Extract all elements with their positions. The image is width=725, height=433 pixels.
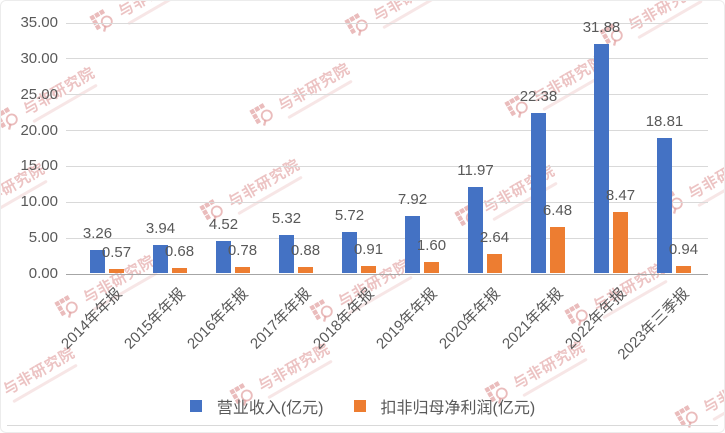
- y-axis-tick-label: 5.00: [28, 229, 58, 247]
- x-axis-label-text: 2017年年报: [246, 285, 315, 353]
- x-axis-label-text: 2015年年报: [120, 285, 189, 353]
- watermark-subtext-line: [521, 357, 588, 397]
- watermark-subtext-line: [266, 359, 333, 399]
- x-axis-label-text: 2020年年报: [435, 285, 504, 353]
- bar-value-label: 18.81: [645, 113, 684, 130]
- gridline: [66, 58, 708, 60]
- gridline: [66, 94, 708, 96]
- legend-label: 营业收入(亿元): [216, 400, 324, 417]
- bar-net-profit: [676, 266, 691, 273]
- plot-area: 3.26 0.57 3.94 0.68 4.52 0.78 5.32 0.88 5.72 0.91…: [66, 19, 708, 275]
- bar-value-label: 0.78: [227, 242, 258, 259]
- bar-revenue: [216, 241, 231, 273]
- bar-revenue: [153, 245, 168, 273]
- bar-value-label: 8.47: [605, 187, 636, 204]
- bottom-divider: [7, 425, 718, 426]
- bar-net-profit: [424, 262, 439, 273]
- gridline: [66, 22, 708, 24]
- bar-net-profit: [361, 266, 376, 273]
- gridline: [66, 165, 708, 167]
- bar-value-label: 31.88: [582, 19, 621, 36]
- legend-label: 扣非归母净利润(亿元): [380, 400, 536, 417]
- x-axis-label-text: 2018年年报: [309, 285, 378, 353]
- y-axis-tick-label: 0.00: [28, 265, 58, 282]
- bar-value-label: 2.64: [479, 229, 510, 246]
- legend-item-net-profit: 扣非归母净利润(亿元): [353, 394, 536, 418]
- bar-value-label: 0.91: [353, 241, 384, 258]
- bar-revenue: [342, 232, 357, 273]
- bar-revenue: [594, 44, 609, 273]
- y-axis-tick-label: 20.00: [20, 121, 58, 139]
- bar-net-profit: [109, 269, 124, 273]
- bar-value-label: 11.97: [457, 162, 494, 179]
- bar-revenue: [468, 187, 483, 273]
- bar-revenue: [531, 113, 546, 273]
- bar-value-label: 6.48: [542, 202, 573, 219]
- bar-net-profit: [298, 267, 313, 273]
- watermark-subtext-line: [126, 1, 193, 25]
- bar-value-label: 0.94: [668, 241, 699, 258]
- bar-net-profit: [487, 254, 502, 273]
- y-axis-tick-label: 15.00: [20, 157, 58, 175]
- bar-net-profit: [550, 227, 565, 273]
- gridline: [66, 130, 708, 132]
- x-axis-label-text: 2016年年报: [183, 285, 252, 353]
- x-axis-line: [66, 273, 708, 275]
- bar-net-profit: [613, 212, 628, 273]
- watermark-text: 与非研究院: [114, 1, 194, 21]
- chart-legend: 营业收入(亿元) 扣非归母净利润(亿元): [1, 395, 724, 417]
- bar-value-label: 0.88: [290, 242, 321, 259]
- legend-swatch: [353, 400, 366, 412]
- x-axis-label-text: 2014年年报: [57, 285, 126, 353]
- bar-revenue: [405, 216, 420, 273]
- legend-item-revenue: 营业收入(亿元): [189, 394, 324, 418]
- bar-revenue: [279, 235, 294, 273]
- bar-value-label: 3.94: [145, 220, 176, 237]
- gridline: [66, 237, 708, 239]
- bar-value-label: 0.57: [101, 244, 132, 261]
- legend-swatch: [189, 400, 202, 412]
- x-axis-label-text: 2021年年报: [498, 285, 567, 353]
- bar-net-profit: [172, 268, 187, 273]
- x-axis-label-text: 2019年年报: [372, 285, 441, 353]
- bar-value-label: 5.32: [271, 210, 302, 227]
- bar-revenue: [657, 138, 672, 273]
- bar-value-label: 4.52: [208, 216, 239, 233]
- bar-value-label: 3.26: [82, 225, 113, 242]
- y-axis-tick-label: 10.00: [20, 193, 58, 211]
- bar-value-label: 1.60: [416, 237, 447, 254]
- gridline: [66, 201, 708, 203]
- bar-revenue: [90, 250, 105, 273]
- bar-value-label: 22.38: [519, 88, 558, 105]
- y-axis-tick-label: 25.00: [20, 85, 58, 103]
- y-axis-tick-label: 30.00: [20, 49, 58, 67]
- bar-value-label: 5.72: [334, 207, 365, 224]
- bar-value-label: 0.68: [164, 243, 195, 260]
- bar-value-label: 7.92: [397, 191, 428, 208]
- bar-net-profit: [235, 267, 250, 273]
- y-axis-tick-label: 35.00: [20, 14, 58, 31]
